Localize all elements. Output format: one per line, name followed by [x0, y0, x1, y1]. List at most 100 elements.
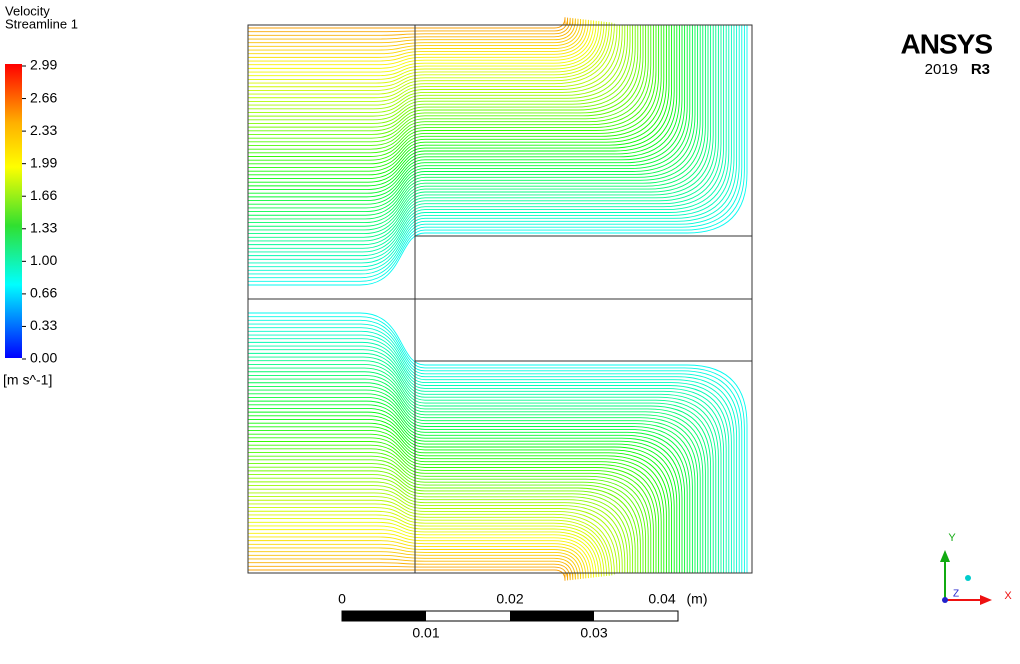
streamline: [248, 25, 717, 242]
streamline: [248, 540, 587, 579]
streamline: [248, 448, 652, 573]
streamline: [248, 25, 712, 235]
streamline: [248, 25, 732, 264]
streamline: [248, 25, 675, 183]
streamline: [248, 25, 660, 161]
streamline: [248, 459, 644, 573]
streamline: [248, 349, 722, 573]
streamline: [248, 363, 712, 573]
y-label: Y: [948, 532, 956, 544]
streamline: [248, 25, 623, 110]
streamline: [248, 507, 610, 576]
tick-label: 0.66: [30, 285, 57, 301]
streamline: [248, 499, 615, 575]
streamline: [248, 25, 735, 268]
streamline: [248, 25, 680, 190]
logo-brand: ANSYS: [901, 28, 993, 59]
z-label: Z: [953, 589, 959, 600]
streamline: [248, 25, 738, 271]
streamline: [248, 25, 667, 172]
scale-label: 0: [338, 591, 346, 607]
streamline: [248, 17, 571, 36]
tick-label: 2.66: [30, 89, 57, 105]
streamline: [248, 25, 727, 257]
streamline: [248, 25, 709, 231]
streamline: [248, 19, 584, 55]
streamline: [248, 525, 597, 578]
streamline: [248, 518, 602, 577]
streamline: [248, 21, 605, 84]
streamline: [248, 25, 743, 279]
streamline: [248, 492, 621, 573]
streamline: [248, 25, 634, 124]
logo-version: 2019: [925, 61, 958, 78]
streamline: [248, 411, 678, 573]
streamline: [248, 455, 647, 573]
streamline: [248, 503, 613, 576]
streamline: [248, 374, 704, 573]
y-arrow-head: [940, 550, 950, 562]
streamline: [248, 19, 589, 62]
scale-segment: [510, 611, 594, 621]
streamline: [248, 547, 582, 579]
streamline: [248, 25, 673, 179]
streamline: [248, 327, 738, 573]
streamline: [248, 25, 665, 168]
streamline: [248, 389, 693, 573]
scale-label: 0.04: [648, 591, 675, 607]
streamline: [248, 25, 636, 128]
streamline: [248, 408, 680, 573]
geometry: [247, 24, 753, 574]
streamline: [248, 393, 691, 573]
streamline: [248, 323, 740, 573]
streamline: [248, 562, 571, 581]
streamline: [248, 496, 618, 573]
streamline: [248, 485, 626, 573]
streamline: [248, 536, 589, 579]
streamline: [248, 396, 688, 573]
streamline: [248, 17, 566, 29]
streamline: [248, 19, 587, 58]
streamline: [248, 312, 748, 573]
streamline: [248, 488, 623, 573]
streamline: [248, 25, 714, 238]
tick-label: 0.00: [30, 350, 57, 366]
streamline: [248, 371, 706, 573]
streamline: [248, 20, 595, 69]
streamline: [248, 474, 634, 573]
streamline: [248, 25, 657, 157]
legend-subtitle: Streamline 1: [5, 16, 78, 31]
streamline: [248, 25, 644, 139]
streamline: [248, 433, 662, 573]
tick-label: 1.00: [30, 252, 57, 268]
streamline: [248, 25, 696, 213]
streamline: [248, 510, 608, 577]
streamline: [248, 422, 670, 573]
streamline: [248, 426, 667, 573]
streamline: [248, 441, 657, 573]
streamline: [248, 400, 686, 573]
axis-triad: Y Z X: [940, 532, 1012, 605]
scale-segment: [342, 611, 426, 621]
streamline: [248, 521, 600, 577]
colorbar: [5, 64, 22, 358]
scale-bar: 0 0.02 0.04 (m) 0.01 0.03: [338, 591, 707, 641]
streamline: [248, 378, 701, 573]
streamline: [248, 319, 743, 573]
legend-unit: [m s^-1]: [3, 372, 52, 388]
streamline: [248, 356, 717, 573]
streamline: [248, 22, 613, 95]
streamline: [248, 25, 699, 216]
streamline: [248, 25, 745, 282]
streamline: [248, 452, 649, 573]
streamline: [248, 481, 628, 573]
streamline: [248, 316, 745, 573]
streamline: [248, 18, 574, 40]
streamline: [248, 18, 579, 47]
streamline: [248, 543, 584, 579]
scale-label: 0.01: [412, 625, 439, 641]
streamline: [248, 558, 574, 580]
tick-label: 2.33: [30, 122, 57, 138]
streamline: [248, 477, 631, 573]
